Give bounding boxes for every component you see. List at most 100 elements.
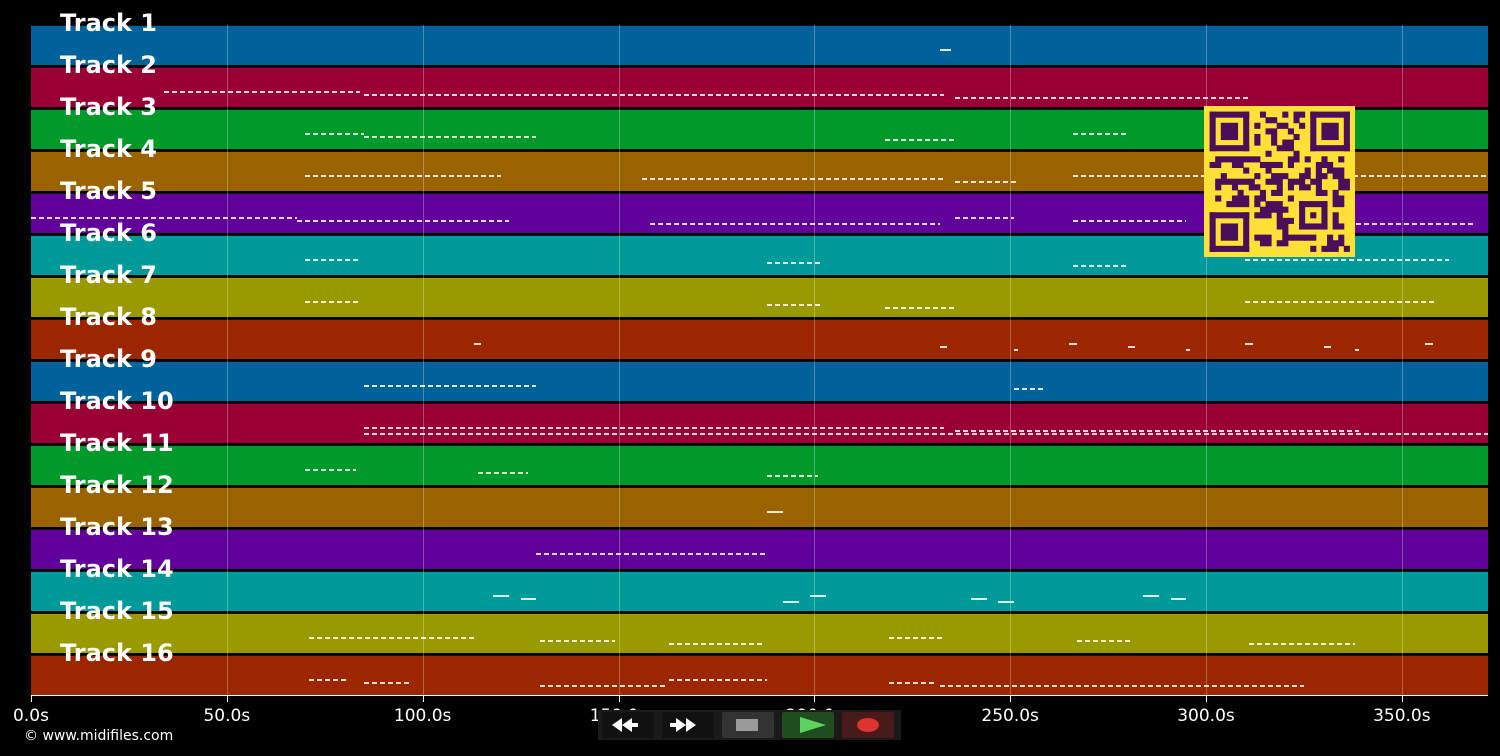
track-label: Track 2: [60, 51, 158, 79]
note-bar: [493, 595, 509, 597]
note-bar: [363, 385, 537, 387]
note-bar: [939, 49, 952, 51]
note-bar: [955, 430, 1359, 432]
stop-icon: [736, 719, 758, 731]
time-tick: [1401, 695, 1403, 702]
time-tick: [226, 695, 228, 702]
time-tick: [31, 695, 32, 702]
record-button[interactable]: [842, 712, 894, 738]
note-bar: [363, 94, 944, 96]
note-bar: [1249, 643, 1355, 645]
note-bar: [1245, 343, 1253, 345]
record-icon: [857, 718, 879, 732]
track-lane: [31, 361, 1488, 401]
note-bar: [1127, 346, 1136, 348]
note-bar: [305, 133, 364, 135]
note-bar: [884, 307, 956, 309]
note-bar: [309, 679, 349, 681]
note-bar: [297, 220, 509, 222]
note-bar: [939, 685, 1304, 687]
play-button[interactable]: [782, 712, 834, 738]
note-bar: [669, 643, 764, 645]
time-tick-label: 350.0s: [1373, 706, 1431, 726]
note-bar: [1072, 265, 1128, 267]
note-bar: [767, 511, 783, 513]
track-label: Track 6: [60, 219, 158, 247]
time-tick-label: 50.0s: [203, 706, 251, 726]
track-label: Track 5: [60, 177, 158, 205]
note-bar: [1245, 301, 1438, 303]
note-bar: [767, 304, 823, 306]
track-label: Track 15: [60, 597, 174, 625]
track-label: Track 14: [60, 555, 174, 583]
note-bar: [305, 259, 360, 261]
note-bar: [31, 217, 298, 219]
note-bar: [363, 427, 944, 429]
track-label: Track 12: [60, 471, 174, 499]
fast-forward-button[interactable]: [662, 712, 714, 738]
time-tick-label: 0.0s: [13, 706, 49, 726]
note-bar: [998, 601, 1015, 603]
track-label: Track 7: [60, 261, 158, 289]
note-bar: [1072, 220, 1187, 222]
note-bar: [1245, 259, 1449, 261]
time-gridline: [814, 25, 816, 695]
time-gridline: [1010, 25, 1012, 695]
note-bar: [971, 598, 987, 600]
time-gridline: [1401, 25, 1403, 695]
track-label: Track 8: [60, 303, 158, 331]
note-bar: [1076, 640, 1132, 642]
note-bar: [536, 553, 768, 555]
note-bar: [888, 682, 936, 684]
time-gridline: [1206, 25, 1207, 695]
track-lane: [31, 655, 1488, 695]
time-gridline: [618, 25, 620, 695]
rewind-icon: [612, 718, 638, 732]
note-bar: [1068, 343, 1077, 345]
playback-controls: [598, 710, 901, 740]
time-tick: [1206, 695, 1207, 702]
track-lane: [31, 613, 1488, 653]
note-bar: [1014, 388, 1046, 390]
note-bar: [363, 682, 411, 684]
track-label: Track 16: [60, 639, 174, 667]
time-tick: [1010, 695, 1012, 702]
copyright-text: © www.midifiles.com: [24, 728, 174, 744]
time-tick: [618, 695, 620, 702]
note-bar: [810, 595, 827, 597]
track-label: Track 13: [60, 513, 174, 541]
note-bar: [363, 136, 537, 138]
track-label: Track 10: [60, 387, 174, 415]
time-tick: [422, 695, 424, 702]
note-bar: [955, 97, 1250, 99]
time-gridline: [226, 25, 228, 695]
note-bar: [164, 91, 360, 93]
note-bar: [473, 343, 482, 345]
track-lane: [31, 403, 1488, 443]
note-bar: [1425, 343, 1434, 345]
note-bar: [305, 469, 357, 471]
fast-forward-icon: [670, 718, 696, 732]
time-axis: [31, 695, 1488, 696]
note-bar: [955, 181, 1018, 183]
track-label: Track 1: [60, 9, 158, 37]
note-bar: [939, 346, 948, 348]
note-bar: [1170, 598, 1187, 600]
note-bar: [888, 637, 944, 639]
note-bar: [1014, 349, 1018, 351]
stop-button[interactable]: [722, 712, 774, 738]
note-bar: [955, 217, 1015, 219]
track-lane: [31, 571, 1488, 611]
rewind-button[interactable]: [602, 712, 654, 738]
time-tick-label: 250.0s: [981, 706, 1039, 726]
note-bar: [1354, 349, 1359, 351]
track-label: Track 3: [60, 93, 158, 121]
note-bar: [1323, 346, 1332, 348]
note-bar: [540, 685, 666, 687]
track-label: Track 4: [60, 135, 158, 163]
track-lane: [31, 319, 1488, 359]
note-bar: [649, 223, 940, 225]
note-bar: [305, 301, 360, 303]
note-bar: [642, 178, 944, 180]
